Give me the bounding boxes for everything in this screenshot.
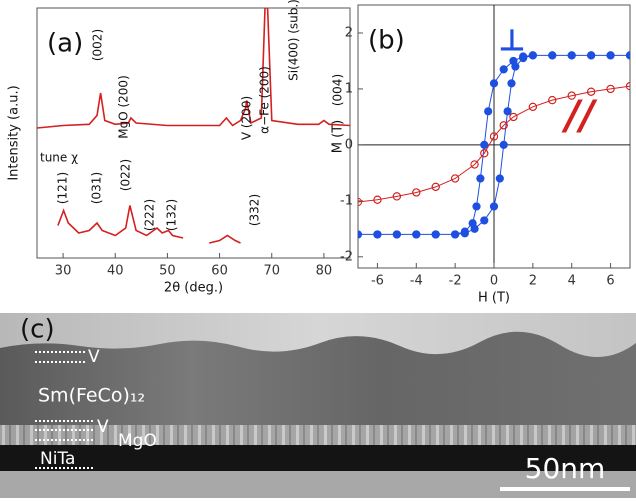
tem-image: (c) V Sm(FeCo)₁₂ V MgO NiTa 50nm xyxy=(0,313,636,498)
annotation: (022) xyxy=(119,159,133,191)
data-point xyxy=(490,80,497,87)
data-point xyxy=(549,52,556,59)
x-tick-label: -4 xyxy=(410,274,423,289)
data-point xyxy=(477,175,484,182)
data-point xyxy=(393,231,400,238)
annotation: MgO (200) xyxy=(117,75,131,139)
annotation: (031) xyxy=(90,172,104,204)
y-tick-label: 0 xyxy=(345,137,353,152)
x-tick-label: 60 xyxy=(211,264,228,279)
x-axis-label: 2θ (deg.) xyxy=(164,281,223,296)
layer-label: MgO xyxy=(118,431,157,451)
layer-label: V xyxy=(88,347,100,367)
data-point xyxy=(461,230,468,237)
series-line xyxy=(37,8,350,128)
x-tick-label: 40 xyxy=(107,264,124,279)
page: {"chart_data": [ {"type": "line", "panel… xyxy=(0,0,636,498)
layer-label: NiTa xyxy=(40,449,75,469)
x-tick-label: 70 xyxy=(263,264,280,279)
annotation: α−Fe (200) xyxy=(258,66,272,134)
layer-label: V xyxy=(97,417,109,437)
data-point xyxy=(512,63,519,70)
x-tick-label: -2 xyxy=(449,274,462,289)
data-point xyxy=(471,225,478,232)
x-tick-label: 2 xyxy=(529,274,537,289)
x-tick-label: 30 xyxy=(55,264,72,279)
data-point xyxy=(490,203,497,210)
y-tick-label: 2 xyxy=(345,25,353,40)
scale-bar-label: 50nm xyxy=(525,452,606,485)
legend-label: ⊥ xyxy=(498,24,525,59)
data-point xyxy=(473,203,480,210)
mgo-layer xyxy=(0,425,636,445)
data-point xyxy=(485,108,492,115)
annotation: (132) xyxy=(165,199,179,231)
data-point xyxy=(374,231,381,238)
x-tick-label: 80 xyxy=(316,264,333,279)
legend-label: // xyxy=(561,93,598,139)
data-point xyxy=(413,231,420,238)
plot-area xyxy=(37,8,350,243)
plot-frame xyxy=(37,8,350,258)
x-tick-label: 0 xyxy=(490,274,498,289)
annotation: (332) xyxy=(248,194,262,226)
x-tick-label: 50 xyxy=(159,264,176,279)
annotation: (121) xyxy=(56,172,70,204)
data-point xyxy=(432,231,439,238)
annotation: tune χ xyxy=(40,151,78,165)
data-point xyxy=(354,231,361,238)
data-point xyxy=(504,108,511,115)
data-point xyxy=(500,141,507,148)
y-tick-label: 1 xyxy=(345,81,353,96)
y-tick-label: -1 xyxy=(340,193,353,208)
data-point xyxy=(607,52,614,59)
annotation: (004) xyxy=(331,74,345,106)
layer-label: Sm(FeCo)₁₂ xyxy=(38,385,145,407)
y-tick-label: -2 xyxy=(340,249,353,264)
annotation: V (200) xyxy=(240,96,254,140)
y-axis-label: M (T) xyxy=(331,120,346,153)
data-point xyxy=(508,80,515,87)
panel-label: (b) xyxy=(368,26,405,56)
panel-label: (a) xyxy=(47,29,83,59)
annotation: Si(400) (sub.) xyxy=(287,0,301,81)
figure: (c) V Sm(FeCo)₁₂ V MgO NiTa 50nm 3040506… xyxy=(0,0,636,498)
x-tick-label: 4 xyxy=(568,274,576,289)
data-point xyxy=(481,217,488,224)
annotation: (222) xyxy=(143,199,157,231)
x-tick-label: -6 xyxy=(371,274,384,289)
annotation: (002) xyxy=(91,29,105,61)
data-point xyxy=(496,175,503,182)
x-axis-label: H (T) xyxy=(478,291,510,306)
data-point xyxy=(588,52,595,59)
y-axis-label: Intensity (a.u.) xyxy=(7,85,22,180)
data-point xyxy=(568,52,575,59)
data-point xyxy=(452,231,459,238)
panel-label: (c) xyxy=(20,315,55,345)
data-point xyxy=(500,66,507,73)
data-point xyxy=(626,52,633,59)
data-point xyxy=(481,141,488,148)
x-tick-label: 6 xyxy=(606,274,614,289)
data-point xyxy=(529,52,536,59)
